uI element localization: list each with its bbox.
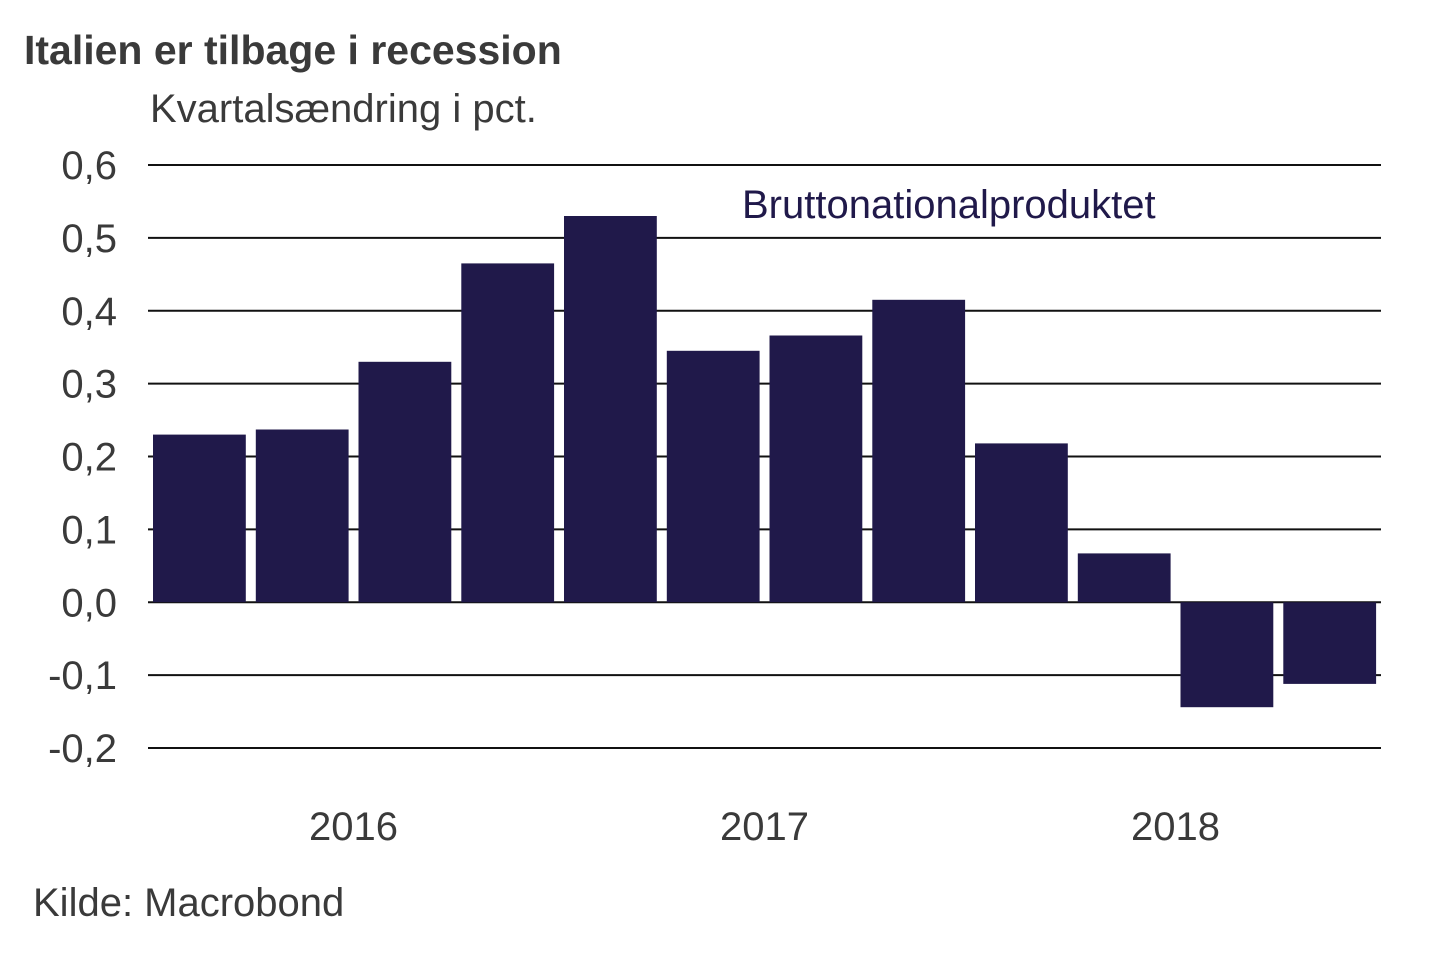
x-tick-label: 2016 bbox=[309, 805, 398, 849]
y-tick-label: 0,6 bbox=[61, 144, 117, 188]
y-tick-label: 0,3 bbox=[61, 363, 117, 407]
y-tick-label: -0,2 bbox=[48, 727, 117, 771]
bar bbox=[666, 350, 760, 603]
bar bbox=[1283, 602, 1377, 684]
bar bbox=[872, 299, 966, 603]
y-tick-label: 0,1 bbox=[61, 508, 117, 552]
bar bbox=[461, 263, 555, 603]
y-tick-label: -0,1 bbox=[48, 654, 117, 698]
y-tick-label: 0,0 bbox=[61, 581, 117, 625]
x-axis-ticks: 2016 2017 2018 bbox=[309, 805, 1220, 849]
bar bbox=[769, 335, 863, 603]
source-note: Kilde: Macrobond bbox=[33, 881, 344, 925]
bar bbox=[153, 434, 246, 603]
y-tick-label: 0,2 bbox=[61, 436, 117, 480]
y-tick-label: 0,5 bbox=[61, 217, 117, 261]
y-tick-label: 0,4 bbox=[61, 290, 117, 334]
bars bbox=[153, 216, 1377, 708]
x-tick-label: 2017 bbox=[720, 805, 809, 849]
bar bbox=[1180, 602, 1274, 708]
bar bbox=[255, 429, 349, 603]
y-axis-ticks: 0,6 0,5 0,4 0,3 0,2 0,1 0,0 -0,1 -0,2 bbox=[48, 144, 117, 771]
chart-title: Italien er tilbage i recession bbox=[24, 27, 562, 73]
bar bbox=[1077, 553, 1171, 603]
legend-label: Bruttonationalproduktet bbox=[742, 183, 1156, 227]
x-tick-label: 2018 bbox=[1131, 805, 1220, 849]
bar bbox=[564, 216, 657, 603]
gridlines bbox=[148, 164, 1381, 749]
chart-subtitle: Kvartalsændring i pct. bbox=[150, 87, 537, 131]
bar bbox=[975, 443, 1068, 603]
bar bbox=[358, 361, 452, 603]
